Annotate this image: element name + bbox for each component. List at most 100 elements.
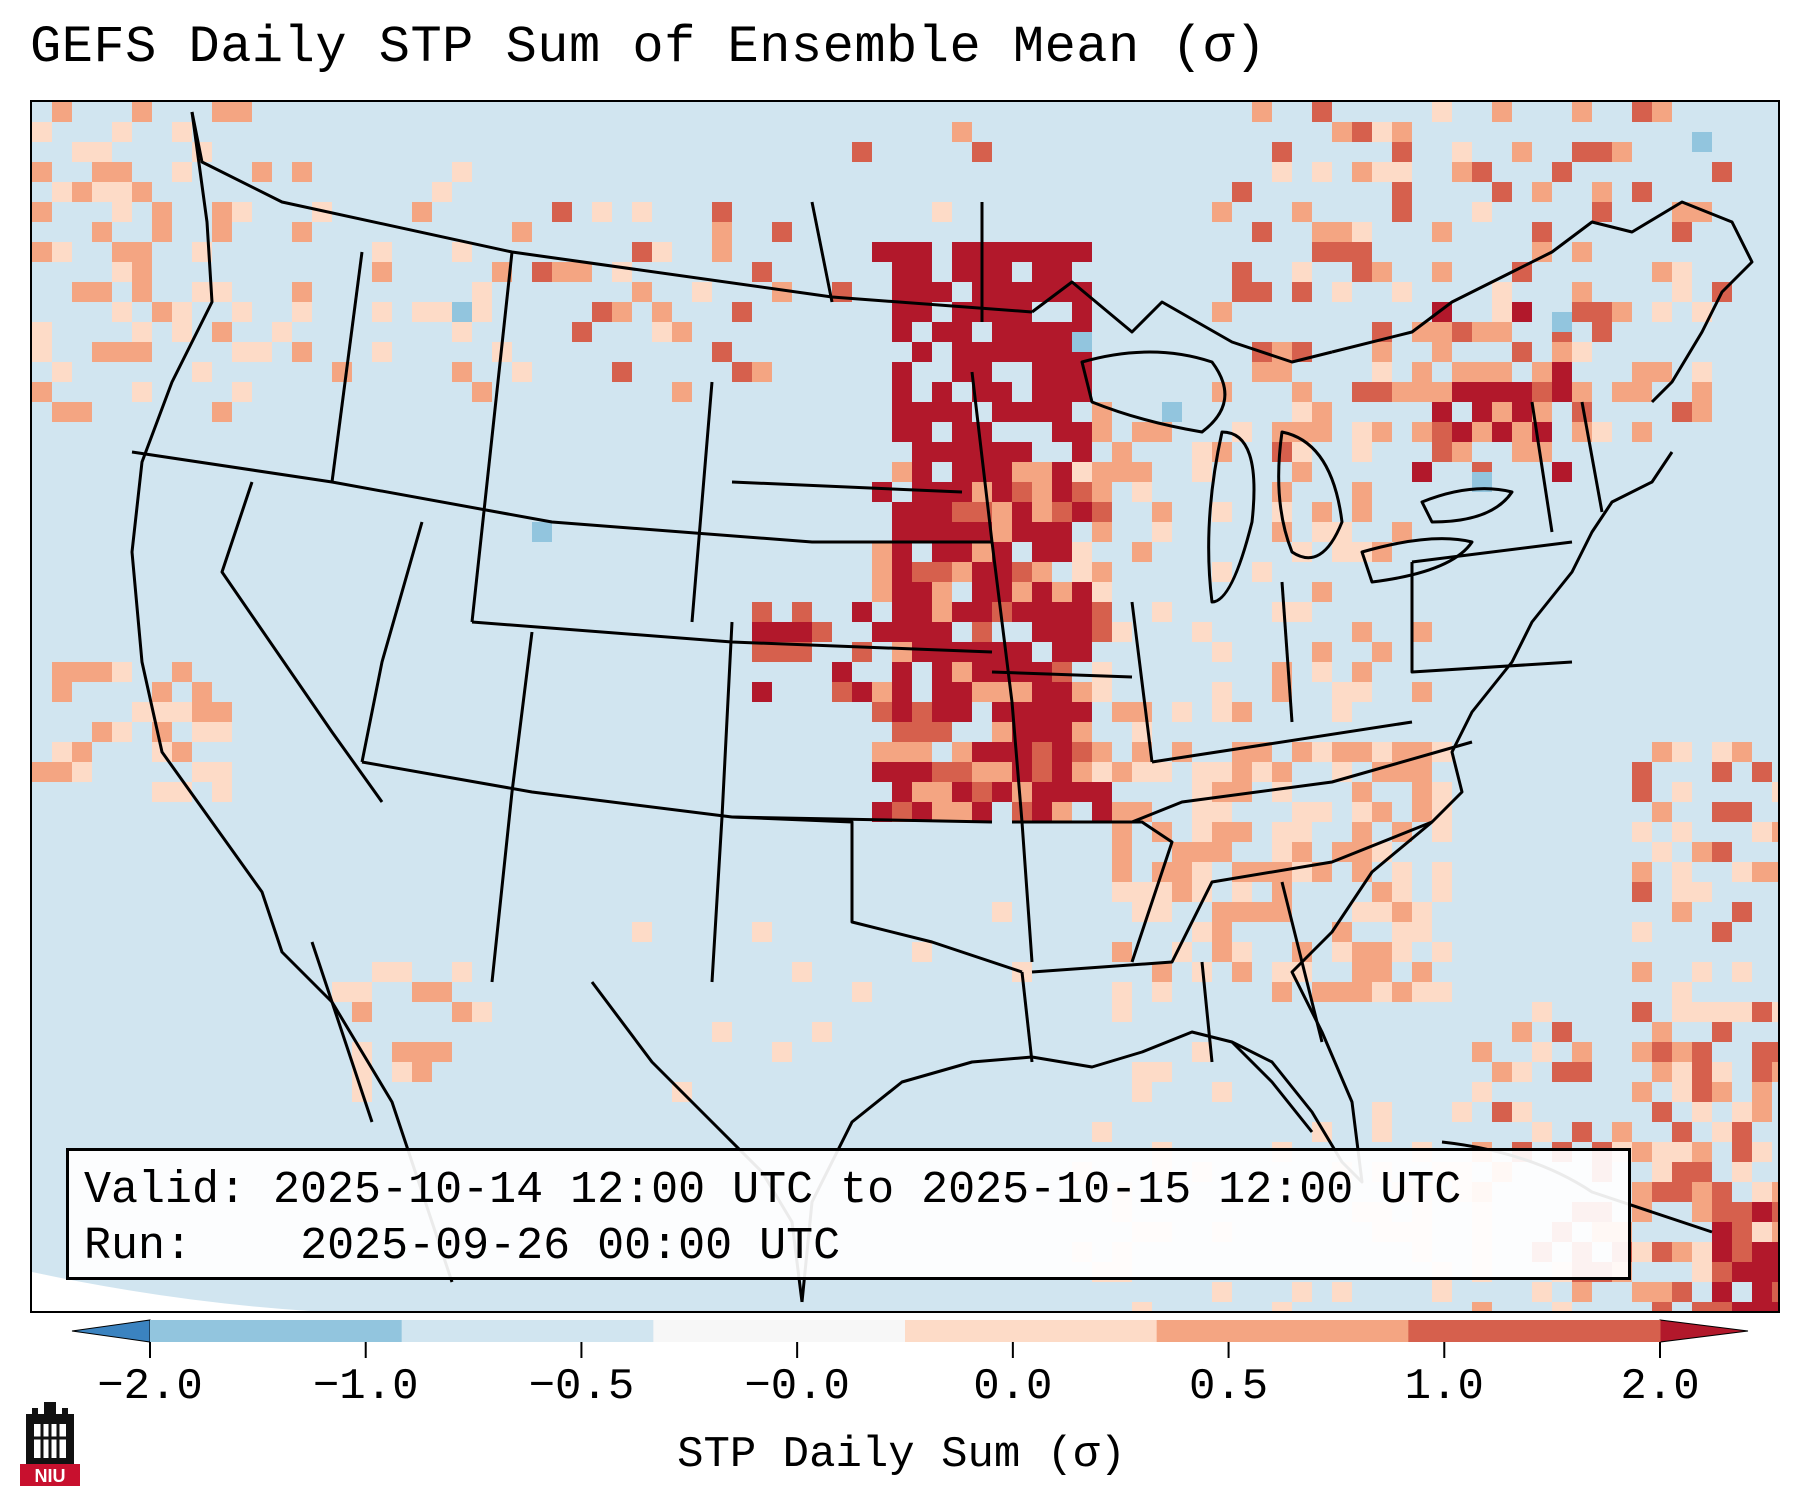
stp-cell <box>1072 582 1092 602</box>
stp-cell <box>1332 522 1352 542</box>
stp-cell <box>192 282 212 302</box>
stp-cell <box>1072 302 1092 322</box>
stp-cell <box>172 122 192 142</box>
gulf-atlantic-coast <box>800 451 1674 1303</box>
stp-cell <box>912 522 932 542</box>
stp-cell <box>1192 462 1212 482</box>
stp-cell <box>1572 302 1592 322</box>
stp-cell <box>1752 1182 1772 1202</box>
stp-cell <box>972 342 992 362</box>
stp-cell <box>1692 1242 1712 1262</box>
stp-cell <box>1632 782 1652 802</box>
stp-cell <box>752 922 772 942</box>
stp-cell <box>212 722 232 742</box>
stp-cell <box>1692 302 1712 322</box>
stp-cell <box>132 242 152 262</box>
stp-cell <box>1072 562 1092 582</box>
stp-cell <box>172 702 192 722</box>
stp-cell <box>1452 1102 1472 1122</box>
stp-cell <box>1372 162 1392 182</box>
stp-cell <box>1052 522 1072 542</box>
stp-cell <box>1152 602 1172 622</box>
stp-cell <box>892 782 912 802</box>
stp-cell <box>1372 742 1392 762</box>
stp-cell <box>872 582 892 602</box>
stp-cell <box>1712 1222 1732 1242</box>
stp-cell <box>1752 762 1772 782</box>
stp-cell <box>32 122 52 142</box>
stp-cell <box>752 642 772 662</box>
stp-cell <box>1572 402 1592 422</box>
stp-cell <box>852 602 872 622</box>
stp-cell <box>32 242 52 262</box>
stp-cell <box>652 322 672 342</box>
stp-cell <box>412 1042 432 1062</box>
stp-cell <box>932 642 952 662</box>
stp-cell <box>52 742 72 762</box>
stp-cell <box>692 282 712 302</box>
stp-cell <box>212 222 232 242</box>
stp-cell <box>392 1042 412 1062</box>
stp-cell <box>1392 882 1412 902</box>
stp-cell <box>1292 282 1312 302</box>
utah-west <box>360 521 424 763</box>
stp-cell <box>112 662 132 682</box>
stp-cell <box>1012 582 1032 602</box>
stp-cell <box>872 542 892 562</box>
stp-cell <box>1012 702 1032 722</box>
stp-cell <box>1692 1042 1712 1062</box>
stp-cell <box>172 162 192 182</box>
stp-cell <box>792 642 812 662</box>
colorbar-tick-label: −2.0 <box>97 1362 203 1412</box>
stp-cell <box>1492 102 1512 122</box>
stp-cell <box>1032 502 1052 522</box>
stp-cell <box>912 462 932 482</box>
stp-cell <box>932 582 952 602</box>
stp-cell <box>192 242 212 262</box>
stp-cell <box>1072 482 1092 502</box>
stp-cell <box>1332 242 1352 262</box>
stp-cell <box>1112 762 1132 782</box>
stp-cell <box>892 582 912 602</box>
geographic-borders <box>130 111 1754 1303</box>
colorbar-max-extend <box>1659 1319 1749 1343</box>
stp-cell <box>852 142 872 162</box>
stp-cell <box>1352 822 1372 842</box>
stp-cell <box>1272 822 1292 842</box>
stp-cell <box>1392 742 1412 762</box>
stp-cell <box>952 122 972 142</box>
stp-cell <box>1172 842 1192 862</box>
stp-cell <box>1632 1142 1652 1162</box>
stp-cell <box>1112 842 1132 862</box>
stp-cell <box>992 542 1012 562</box>
stp-cell <box>1232 942 1252 962</box>
stp-cell <box>1752 1222 1772 1242</box>
stp-cell <box>1012 522 1032 542</box>
stp-cell <box>92 282 112 302</box>
stp-cell <box>1292 402 1312 422</box>
stp-cell <box>1472 402 1492 422</box>
colorbar-tick-label: −0.0 <box>744 1362 850 1412</box>
stp-cell <box>1032 462 1052 482</box>
stp-cell <box>892 762 912 782</box>
stp-cell <box>1692 1162 1712 1182</box>
stp-cell <box>1092 522 1112 542</box>
stp-cell <box>1112 942 1132 962</box>
stp-cell <box>892 362 912 382</box>
stp-cell <box>1672 1142 1692 1162</box>
stp-cell <box>952 602 972 622</box>
stp-cell <box>1012 602 1032 622</box>
stp-cell <box>832 682 852 702</box>
stp-cell <box>1032 322 1052 342</box>
stp-cell <box>1472 1042 1492 1062</box>
stp-cell <box>1772 862 1778 882</box>
stp-cell <box>112 162 132 182</box>
stp-cell <box>1692 1202 1712 1222</box>
stp-cell <box>1012 722 1032 742</box>
stp-cell <box>1032 742 1052 762</box>
pa-box <box>1410 562 1573 674</box>
stp-cell <box>1572 1122 1592 1142</box>
stp-cell <box>892 522 912 542</box>
stp-cell <box>1732 902 1752 922</box>
stp-cell <box>932 722 952 742</box>
